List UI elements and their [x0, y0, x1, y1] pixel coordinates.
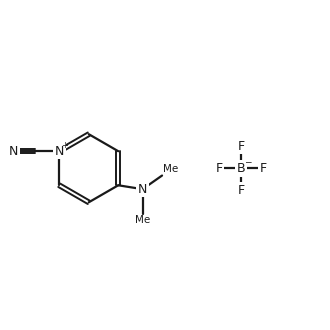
Text: F: F	[260, 162, 267, 175]
Text: Me: Me	[163, 164, 179, 174]
Text: N: N	[54, 145, 64, 158]
Text: N: N	[138, 183, 147, 196]
Text: −: −	[244, 158, 251, 167]
Text: Me: Me	[135, 215, 150, 225]
Text: N: N	[9, 145, 18, 158]
Text: F: F	[238, 140, 245, 153]
Text: +: +	[61, 141, 68, 150]
Text: F: F	[238, 184, 245, 197]
Text: F: F	[215, 162, 223, 175]
Text: B: B	[237, 162, 246, 175]
